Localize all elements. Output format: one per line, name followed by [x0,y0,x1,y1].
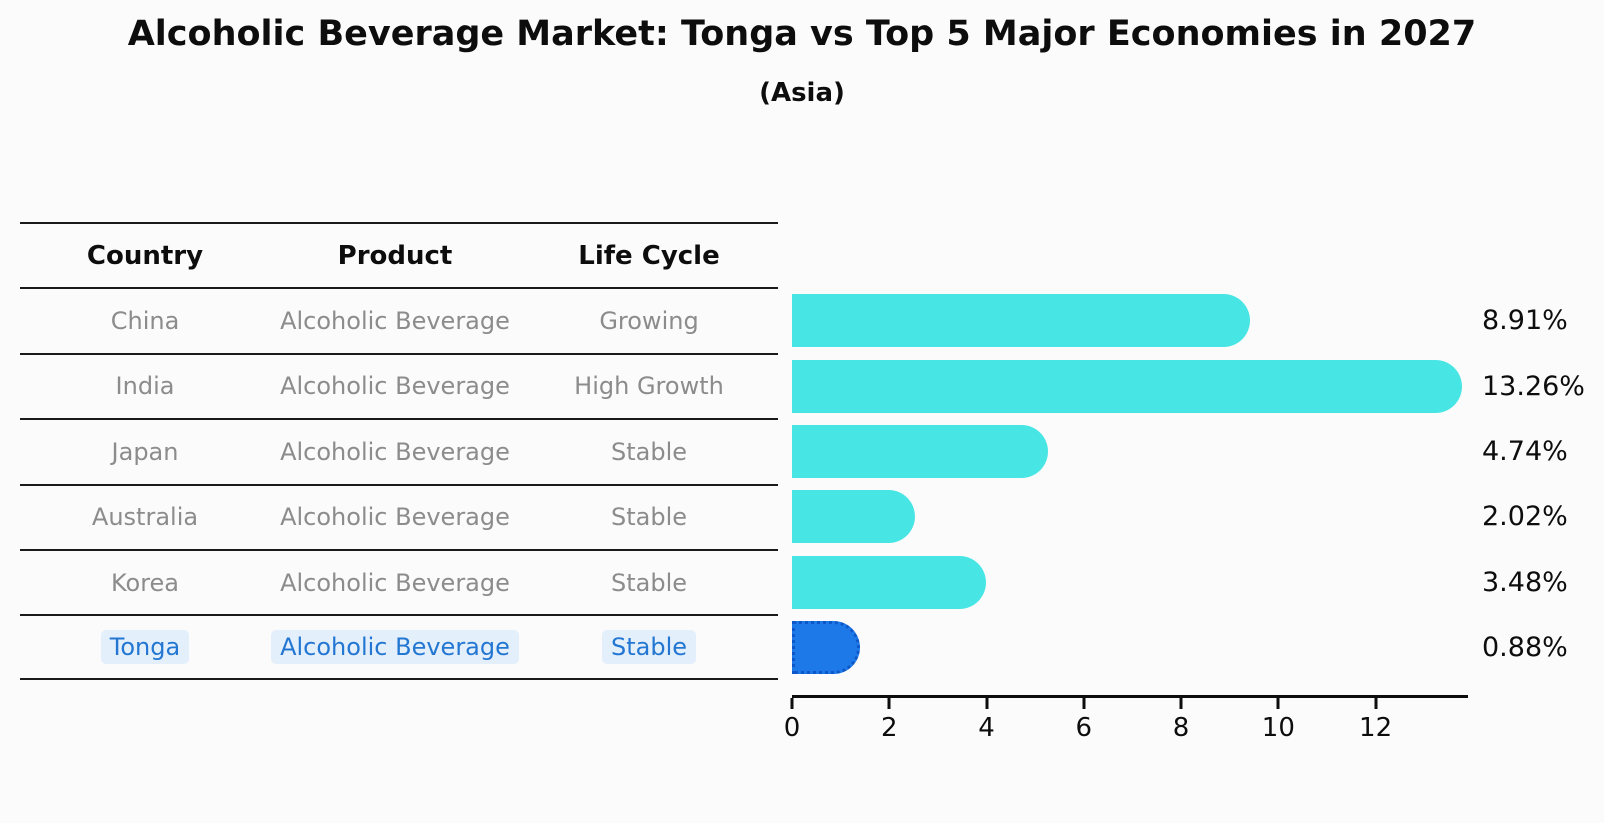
bar-korea [792,555,987,609]
table-row: Australia Alcoholic Beverage Stable [20,483,778,549]
table-cell-text: Alcoholic Beverage [280,503,510,532]
x-tick-label: 2 [880,713,898,743]
table-cell-text: High Growth [574,372,724,401]
bar-value-label: 3.48% [1482,566,1568,598]
data-table: Country Product Life Cycle China Alcoholi… [20,222,778,680]
column-header-country: Country [86,240,204,271]
x-tick-mark [985,698,989,709]
table-cell-life-cycle: Stable [520,630,778,665]
column-header-life-cycle: Life Cycle [578,240,720,271]
table-cell-country: India [20,372,270,400]
table-cell-product: Alcoholic Beverage [270,438,520,466]
x-tick-label: 8 [1172,713,1190,743]
bar-row [792,288,1468,353]
table-cell-text: China [110,307,180,336]
bar-india [792,359,1462,413]
table-cell-text: Stable [610,503,688,532]
value-labels: 8.91% 13.26% 4.74% 2.02% 3.48% 0.88% [1482,288,1602,680]
table-cell-life-cycle: Stable [520,569,778,597]
table-cell-life-cycle: Stable [520,503,778,531]
bar-row [792,550,1468,615]
table-cell-product: Alcoholic Beverage [270,372,520,400]
x-axis-ticks: 0 2 4 6 8 10 12 [784,695,1468,755]
table-cell-life-cycle: Stable [520,438,778,466]
table-cell-country: Australia [20,503,270,531]
table-cell-text: Stable [610,437,688,466]
table-cell-country: Japan [20,438,270,466]
bar-row [792,353,1468,418]
x-tick-mark [887,698,891,709]
bar-row [792,419,1468,484]
x-tick-mark [790,698,794,709]
table-cell-life-cycle: Growing [520,307,778,335]
table-cell-text: Tonga [100,630,190,665]
table-cell-text: Alcoholic Beverage [280,307,510,336]
bar-japan [792,424,1048,478]
x-tick-label: 12 [1359,713,1393,743]
table-header-row: Country Product Life Cycle [20,222,778,287]
table-cell-text: Australia [91,503,199,532]
table-cell-product: Alcoholic Beverage [270,503,520,531]
x-tick-mark [1374,698,1378,709]
table-cell-country: China [20,307,270,335]
bar-row [792,484,1468,549]
x-tick-mark [1276,698,1280,709]
table-cell-text: Korea [110,568,180,597]
table-cell-text: Stable [610,568,688,597]
table-row: Tonga Alcoholic Beverage Stable [20,614,778,680]
bar-china [792,294,1251,348]
x-tick-label: 4 [978,713,995,743]
x-tick-mark [1179,698,1183,709]
table-cell-text: Alcoholic Beverage [280,372,510,401]
x-tick-mark [1082,698,1086,709]
bar-row [792,615,1468,680]
column-header-product: Product [337,240,453,271]
table-row: Korea Alcoholic Beverage Stable [20,548,778,614]
table-cell-text: Alcoholic Beverage [271,630,519,665]
table-cell-text: Stable [601,630,697,665]
x-axis-line [792,695,1468,698]
x-tick-label: 6 [1075,713,1093,743]
bar-plot [792,288,1468,681]
bar-australia [792,490,916,544]
table-row: India Alcoholic Beverage High Growth [20,352,778,418]
table-cell-country: Korea [20,569,270,597]
table-row: Japan Alcoholic Beverage Stable [20,418,778,483]
table-cell-product: Alcoholic Beverage [270,307,520,335]
bar-value-label: 13.26% [1482,370,1585,402]
bar-tonga [792,621,860,675]
table-cell-text: India [115,372,175,401]
bar-value-label: 4.74% [1482,435,1568,467]
table-cell-text: Growing [599,307,699,336]
x-tick-label: 10 [1261,713,1295,743]
bar-value-label: 2.02% [1482,501,1568,533]
chart-title: Alcoholic Beverage Market: Tonga vs Top … [127,14,1477,54]
table-cell-life-cycle: High Growth [520,372,778,400]
table-cell-text: Japan [111,437,179,466]
table-cell-text: Alcoholic Beverage [280,437,510,466]
table-cell-country: Tonga [20,630,270,665]
x-tick-label: 0 [783,713,801,743]
bar-value-label: 8.91% [1482,305,1568,337]
table-row: China Alcoholic Beverage Growing [20,287,778,352]
bar-value-label: 0.88% [1482,632,1568,664]
chart-subtitle: (Asia) [759,78,845,108]
table-cell-product: Alcoholic Beverage [270,630,520,665]
table-cell-text: Alcoholic Beverage [280,568,510,597]
table-cell-product: Alcoholic Beverage [270,569,520,597]
